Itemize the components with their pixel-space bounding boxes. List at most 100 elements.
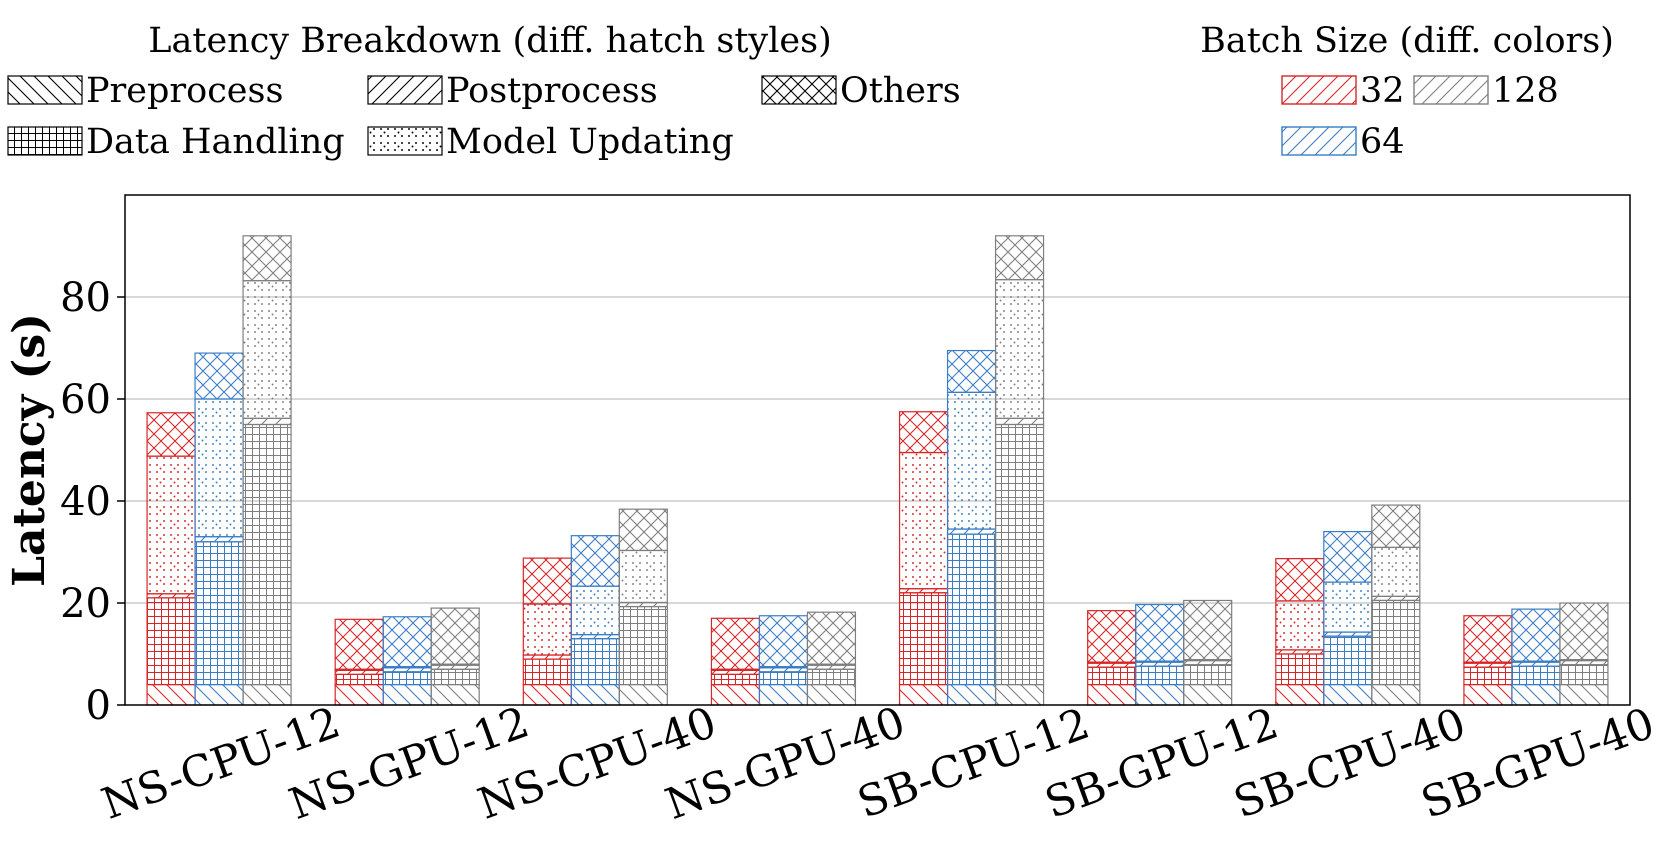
bar-ns-cpu-40-b64-model-updating <box>570 585 620 636</box>
bar-sb-cpu-40-b128-others <box>1371 504 1421 549</box>
legend-item-batch-128: 128 <box>1413 71 1559 111</box>
bar-sb-cpu-40-b64-preprocess <box>1323 683 1373 706</box>
bar-sb-cpu-12-b32-model-updating <box>898 451 949 590</box>
bar-group-sb-cpu-12 <box>898 235 1045 706</box>
y-tick-label-40: 40 <box>60 479 111 525</box>
legend-swatch-model-updating <box>367 126 443 156</box>
bar-ns-gpu-12-b64-postprocess <box>382 667 432 673</box>
bar-ns-gpu-12-b64-preprocess <box>382 683 432 706</box>
bar-sb-gpu-12-b128-data-handling <box>1183 664 1233 686</box>
bar-ns-gpu-12-b32-preprocess <box>334 683 384 706</box>
bar-sb-cpu-12-b128-model-updating <box>994 279 1045 419</box>
bar-sb-cpu-40-b32-others <box>1275 558 1325 602</box>
bar-ns-gpu-12-b128-data-handling <box>430 668 480 686</box>
legend-swatch-batch-64 <box>1281 126 1357 156</box>
legend-swatch-batch-32 <box>1281 75 1357 105</box>
bar-sb-gpu-12-b32-postprocess <box>1087 662 1137 668</box>
legend-item-model-updating: Model Updating <box>367 122 734 162</box>
bar-sb-cpu-12-b64-postprocess <box>946 528 997 535</box>
bar-ns-gpu-40-b32-postprocess <box>710 669 761 676</box>
x-axis: NS-CPU-12NS-GPU-12NS-CPU-40NS-GPU-40SB-C… <box>96 697 1660 830</box>
legend-item-batch-64: 64 <box>1281 122 1405 162</box>
bar-ns-cpu-12-b128-data-handling <box>242 423 292 686</box>
legend: Latency Breakdown (diff. hatch styles) Ba… <box>7 21 1614 162</box>
bar-ns-cpu-12-b64-postprocess <box>194 536 244 543</box>
bar-ns-cpu-12-b32-model-updating <box>146 455 196 595</box>
legend-label-model-updating: Model Updating <box>446 122 734 162</box>
legend-swatch-others <box>761 75 837 105</box>
bar-group-sb-gpu-12 <box>1087 599 1233 706</box>
bar-group-ns-gpu-12 <box>334 607 480 706</box>
bar-sb-gpu-12-b32-preprocess <box>1087 683 1137 706</box>
bar-sb-cpu-12-b64-preprocess <box>946 683 997 706</box>
legend-item-others: Others <box>761 71 961 111</box>
legend-label-postprocess: Postprocess <box>446 71 658 111</box>
bar-sb-cpu-12-b128-others <box>994 235 1045 281</box>
legend-label-batch-64: 64 <box>1360 122 1405 162</box>
bar-ns-gpu-40-b64-postprocess <box>758 667 809 673</box>
bar-sb-gpu-40-b128-others <box>1559 602 1609 661</box>
bar-sb-cpu-12-b32-data-handling <box>898 592 949 686</box>
bar-sb-cpu-40-b32-model-updating <box>1275 600 1325 651</box>
bar-ns-cpu-40-b128-preprocess <box>618 683 668 706</box>
legend-item-data-handling: Data Handling <box>7 122 345 162</box>
bar-sb-cpu-40-b128-model-updating <box>1371 546 1421 597</box>
bar-ns-cpu-12-b64-data-handling <box>194 541 244 686</box>
bar-ns-gpu-40-b64-others <box>758 615 809 668</box>
bar-sb-gpu-40-b128-postprocess <box>1559 660 1609 666</box>
bar-sb-gpu-40-b128-data-handling <box>1559 664 1609 686</box>
bar-sb-gpu-12-b32-data-handling <box>1087 666 1137 686</box>
bar-ns-gpu-40-b32-data-handling <box>710 673 761 686</box>
legend-label-preprocess: Preprocess <box>86 71 283 111</box>
bar-ns-cpu-40-b32-others <box>522 557 572 605</box>
bar-sb-cpu-40-b32-data-handling <box>1275 653 1325 686</box>
bar-sb-cpu-40-b64-others <box>1323 530 1373 583</box>
bar-ns-gpu-40-b64-preprocess <box>758 683 809 706</box>
bar-ns-cpu-40-b64-postprocess <box>570 634 620 640</box>
bar-sb-gpu-40-b64-others <box>1511 608 1561 662</box>
plot-frame <box>124 194 1631 706</box>
legend-item-preprocess: Preprocess <box>7 71 283 111</box>
bar-ns-gpu-40-b128-postprocess <box>806 664 857 670</box>
bar-sb-gpu-40-b32-preprocess <box>1463 683 1513 706</box>
bar-ns-gpu-12-b64-others <box>382 616 432 668</box>
bar-ns-cpu-12-b128-model-updating <box>242 280 292 419</box>
bar-group-sb-cpu-40 <box>1275 504 1421 706</box>
bar-ns-cpu-12-b64-model-updating <box>194 398 244 538</box>
legend-label-batch-128: 128 <box>1492 71 1559 111</box>
legend-item-postprocess: Postprocess <box>367 71 658 111</box>
bar-sb-cpu-40-b64-postprocess <box>1323 631 1373 637</box>
bar-ns-gpu-12-b64-data-handling <box>382 671 432 686</box>
bar-sb-gpu-40-b64-postprocess <box>1511 661 1561 667</box>
bar-ns-gpu-40-b128-data-handling <box>806 668 857 686</box>
bar-sb-cpu-40-b128-postprocess <box>1371 595 1421 602</box>
bar-sb-cpu-12-b32-postprocess <box>898 588 949 594</box>
bar-ns-cpu-12-b128-postprocess <box>242 417 292 426</box>
y-axis-title: Latency (s) <box>4 313 55 587</box>
bar-ns-cpu-12-b32-preprocess <box>146 683 196 706</box>
bar-ns-gpu-12-b32-data-handling <box>334 673 384 686</box>
bar-group-ns-gpu-40 <box>710 611 857 706</box>
bar-ns-cpu-12-b128-others <box>242 235 292 282</box>
bar-ns-cpu-40-b32-postprocess <box>522 654 572 660</box>
bar-sb-cpu-40-b32-postprocess <box>1275 649 1325 655</box>
y-tick-label-20: 20 <box>60 581 111 627</box>
bar-ns-gpu-40-b64-data-handling <box>758 671 809 686</box>
bar-ns-gpu-40-b32-others <box>710 617 761 670</box>
legend-batch-title: Batch Size (diff. colors) <box>1200 21 1614 61</box>
bar-sb-cpu-12-b32-others <box>898 411 949 454</box>
y-tick-label-0: 0 <box>86 683 111 729</box>
bar-ns-cpu-12-b32-data-handling <box>146 597 196 686</box>
bar-ns-gpu-12-b128-postprocess <box>430 664 480 670</box>
bar-group-ns-cpu-40 <box>522 508 668 706</box>
bar-ns-cpu-40-b32-preprocess <box>522 683 572 706</box>
bar-sb-cpu-12-b64-data-handling <box>946 533 997 686</box>
bar-ns-cpu-40-b32-data-handling <box>522 658 572 686</box>
bar-ns-cpu-12-b64-preprocess <box>194 683 244 706</box>
bar-ns-gpu-12-b32-postprocess <box>334 669 384 676</box>
bar-ns-cpu-40-b64-others <box>570 535 620 587</box>
bar-ns-cpu-40-b32-model-updating <box>522 603 572 656</box>
y-tick-label-60: 60 <box>60 377 111 423</box>
y-tick-label-80: 80 <box>60 275 111 321</box>
